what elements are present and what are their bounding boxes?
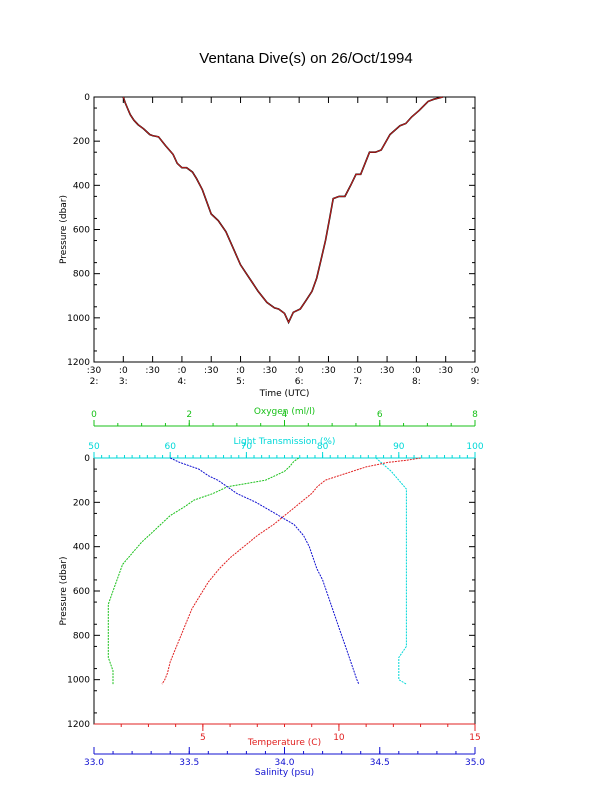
x-tick-label-minutes: :30 <box>438 366 453 376</box>
oxygen-tick-label: 0 <box>91 410 97 420</box>
salinity-axis-label: Salinity (psu) <box>255 768 314 778</box>
temperature-tick-label: 15 <box>469 733 480 743</box>
x-tick-label-hour: 5: <box>236 377 245 387</box>
x-tick-label-hour: 4: <box>178 377 187 387</box>
light-transmission-axis-label: Light Transmission (%) <box>234 437 336 447</box>
chart-title: Ventana Dive(s) on 26/Oct/1994 <box>199 50 413 67</box>
salinity-tick-label: 33.5 <box>179 758 199 768</box>
dive-trace-line <box>122 96 443 324</box>
y-tick-label: 600 <box>73 226 90 236</box>
plot-frame <box>93 96 476 363</box>
salinity-tick-label: 33.0 <box>84 758 104 768</box>
x-tick-label-hour: 6: <box>295 377 304 387</box>
oxygen-axis-label: Oxygen (ml/l) <box>254 407 315 417</box>
y-axis-label: Pressure (dbar) <box>59 195 69 264</box>
x-tick-label-minutes: :30 <box>321 366 336 376</box>
y-tick-label: 800 <box>73 270 90 280</box>
light-transmission-tick-label: 90 <box>393 442 405 452</box>
oxygen-tick-label: 6 <box>377 410 383 420</box>
y-axis-label: Pressure (dbar) <box>59 557 69 626</box>
temperature-axis-label: Temperature (C) <box>247 738 321 748</box>
x-tick-label-minutes: :30 <box>380 366 395 376</box>
y-tick-label: 400 <box>73 181 90 191</box>
temperature-tick-label: 10 <box>333 733 345 743</box>
y-tick-label: 0 <box>84 93 90 103</box>
temperature-tick-label: 5 <box>200 733 206 743</box>
x-tick-label-minutes: :30 <box>263 366 278 376</box>
x-tick-label-hour: 7: <box>353 377 362 387</box>
light-transmission-tick-label: 100 <box>466 442 483 452</box>
x-tick-label-minutes: :0 <box>471 366 480 376</box>
salinity-profile-line <box>169 457 360 685</box>
x-tick-label-minutes: :0 <box>236 366 245 376</box>
x-tick-label-minutes: :30 <box>204 366 219 376</box>
oxygen-tick-label: 2 <box>186 410 192 420</box>
y-tick-label: 600 <box>73 587 90 597</box>
light-transmission-tick-label: 50 <box>88 442 100 452</box>
light-transmission-tick-label: 80 <box>317 442 329 452</box>
y-tick-label: 200 <box>73 137 90 147</box>
x-tick-label-hour: 8: <box>412 377 421 387</box>
oxygen-profile-line <box>107 457 300 685</box>
x-tick-label-minutes: :0 <box>119 366 128 376</box>
x-tick-label-hour: 3: <box>119 377 128 387</box>
y-tick-label: 800 <box>73 631 90 641</box>
y-tick-label: 200 <box>73 498 90 508</box>
x-tick-label-hour: 9: <box>471 377 480 387</box>
water-column-profiles-panel: 0 200 400 600 800 1000 1200 Pressure (dbar) 0 2 4 6… <box>59 407 485 778</box>
oxygen-tick-label: 8 <box>472 410 478 420</box>
light-profile-line <box>375 457 407 685</box>
y-tick-label: 1000 <box>67 314 90 324</box>
light-transmission-tick-label: 60 <box>164 442 176 452</box>
x-axis-label: Time (UTC) <box>259 389 310 399</box>
light-transmission-tick-label: 70 <box>241 442 253 452</box>
x-tick-label-hour: 2: <box>90 377 99 387</box>
salinity-tick-label: 34.5 <box>370 758 390 768</box>
x-tick-label-minutes: :0 <box>295 366 304 376</box>
x-tick-label-minutes: :30 <box>145 366 160 376</box>
x-tick-label-minutes: :0 <box>353 366 362 376</box>
x-tick-label-minutes: :30 <box>87 366 102 376</box>
y-tick-label: 400 <box>73 543 90 553</box>
salinity-tick-label: 35.0 <box>465 758 485 768</box>
dive-profile-panel: 020040060080010001200:302::03::30:04::30… <box>59 93 480 399</box>
y-tick-label: 1200 <box>67 720 90 730</box>
y-tick-label: 0 <box>84 454 90 464</box>
x-tick-label-minutes: :0 <box>178 366 187 376</box>
dive-trace-shadow <box>122 96 443 325</box>
y-tick-label: 1200 <box>67 358 90 368</box>
x-tick-label-minutes: :0 <box>412 366 421 376</box>
salinity-tick-label: 34.0 <box>274 758 294 768</box>
temperature-profile-line <box>161 457 421 685</box>
oxygen-tick-label: 4 <box>282 410 288 420</box>
y-tick-label: 1000 <box>67 676 90 686</box>
plot-frame <box>93 457 476 725</box>
